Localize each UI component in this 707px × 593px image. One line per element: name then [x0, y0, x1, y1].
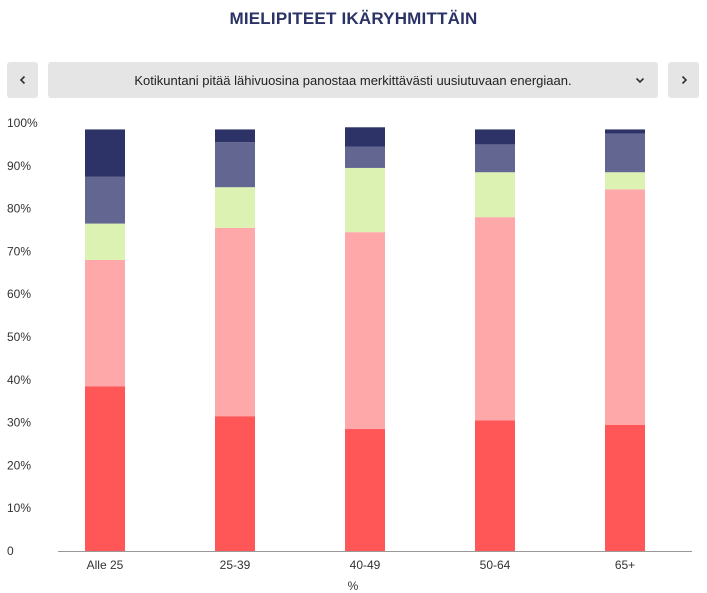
bar-segment[interactable]: [215, 416, 255, 551]
y-tick-label: 40%: [7, 373, 31, 387]
bar-segment[interactable]: [85, 176, 125, 224]
bar-segment[interactable]: [85, 129, 125, 177]
bar-segment[interactable]: [85, 259, 125, 387]
bar-segment[interactable]: [345, 429, 385, 551]
bar-segment[interactable]: [85, 386, 125, 551]
bar-segment[interactable]: [215, 187, 255, 228]
x-axis-label: %: [348, 579, 359, 593]
y-tick-label: 0: [7, 544, 14, 558]
bar-segment[interactable]: [345, 232, 385, 430]
bar-segment[interactable]: [475, 129, 515, 145]
y-tick-label: 30%: [7, 416, 31, 430]
bar-segment[interactable]: [605, 189, 645, 425]
previous-question-button[interactable]: [7, 62, 38, 98]
next-question-button[interactable]: [668, 62, 699, 98]
question-dropdown-value: Kotikuntani pitää lähivuosina panostaa m…: [134, 72, 572, 88]
bar-segment[interactable]: [605, 172, 645, 190]
chevron-left-icon: [19, 75, 25, 85]
x-tick-label: 50-64: [480, 558, 511, 572]
bar-segment[interactable]: [215, 129, 255, 143]
bar-segment[interactable]: [605, 424, 645, 551]
y-tick-label: 60%: [7, 287, 31, 301]
bar-segment[interactable]: [605, 133, 645, 173]
y-tick-label: 100%: [7, 116, 38, 130]
x-tick-label: 65+: [615, 558, 635, 572]
stacked-bar-chart: 0 10% 20% 30% 40% 50% 60% 70% 80% 90% 100% Alle 25 2…: [7, 116, 692, 593]
bar-segment[interactable]: [345, 167, 385, 233]
bar-segment[interactable]: [605, 129, 645, 134]
question-dropdown[interactable]: Kotikuntani pitää lähivuosina panostaa m…: [48, 62, 658, 98]
bar-segment[interactable]: [475, 144, 515, 173]
bar-segment[interactable]: [215, 227, 255, 417]
bar-segment[interactable]: [475, 420, 515, 551]
x-tick-label: Alle 25: [87, 558, 124, 572]
x-tick-label: 40-49: [350, 558, 381, 572]
y-tick-label: 80%: [7, 202, 31, 216]
chevron-right-icon: [681, 75, 687, 85]
chevron-down-icon: [635, 77, 645, 84]
bar-segment[interactable]: [345, 127, 385, 147]
bar-segment[interactable]: [475, 217, 515, 421]
x-tick-label: 25-39: [220, 558, 251, 572]
bar-segment[interactable]: [215, 142, 255, 188]
y-tick-label: 50%: [7, 330, 31, 344]
page-title: MIELIPITEET IKÄRYHMITTÄIN: [229, 9, 478, 28]
y-tick-label: 10%: [7, 501, 31, 515]
bar-segment[interactable]: [345, 146, 385, 168]
y-tick-label: 20%: [7, 458, 31, 472]
bar-segment[interactable]: [85, 223, 125, 260]
y-tick-label: 70%: [7, 244, 31, 258]
bar-segment[interactable]: [475, 172, 515, 218]
y-tick-label: 90%: [7, 159, 31, 173]
